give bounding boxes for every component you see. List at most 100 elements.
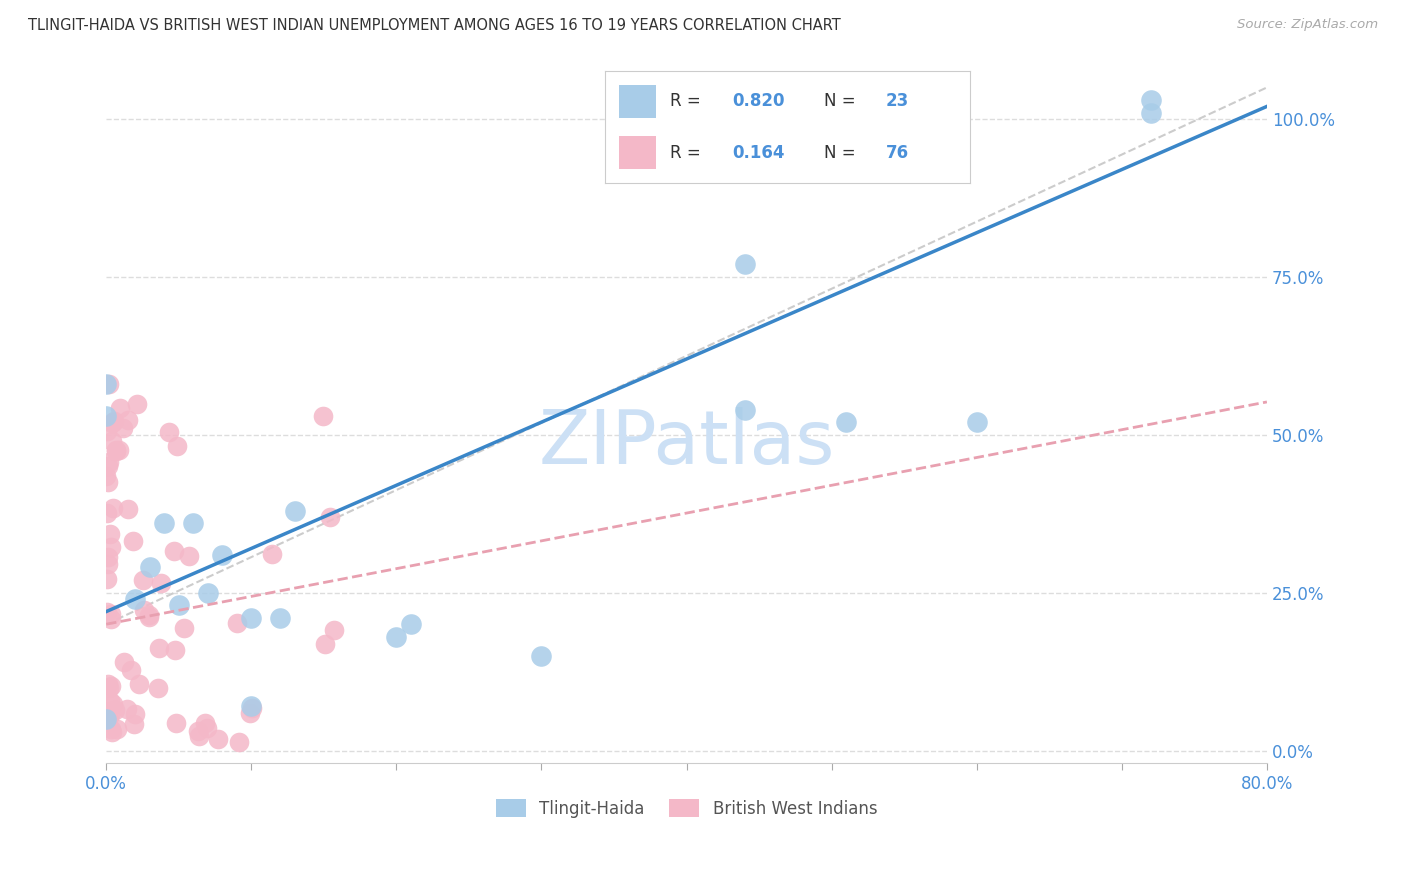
Point (105, 444, 128, 458)
Point (173, 621, 195, 635)
Point (108, 401, 131, 416)
Point (138, 607, 160, 622)
Point (96, 469, 118, 483)
Point (96, 377, 118, 392)
Text: Source: ZipAtlas.com: Source: ZipAtlas.com (1237, 18, 1378, 31)
Point (165, 642, 187, 657)
Point (385, 630, 408, 644)
Point (117, 502, 139, 516)
Point (240, 611, 263, 625)
Point (166, 439, 188, 453)
Text: ZIPatlas: ZIPatlas (538, 407, 835, 480)
Point (138, 609, 160, 624)
Point (240, 700, 263, 714)
Point (97, 712, 120, 726)
Point (122, 717, 145, 731)
Point (97, 458, 120, 473)
Point (104, 703, 127, 717)
Point (100, 607, 122, 622)
Point (228, 735, 250, 749)
Point (181, 516, 204, 531)
Point (97, 709, 120, 723)
Point (105, 722, 128, 736)
Point (96, 677, 118, 691)
Point (188, 729, 211, 743)
Point (314, 636, 336, 650)
Point (197, 585, 219, 599)
Point (139, 560, 162, 574)
Point (167, 599, 190, 613)
Point (835, 415, 858, 429)
Point (226, 615, 249, 630)
Point (115, 702, 138, 716)
Point (284, 503, 307, 517)
Point (96, 409, 118, 423)
Point (312, 409, 335, 423)
Point (207, 732, 229, 747)
Point (1140, 93, 1163, 107)
Point (112, 655, 135, 669)
Point (269, 611, 291, 625)
Point (96, 424, 118, 438)
Point (194, 716, 217, 731)
Text: 0.820: 0.820 (733, 93, 785, 111)
Point (146, 681, 169, 695)
Point (97, 377, 120, 392)
Point (323, 624, 346, 638)
Point (163, 544, 186, 558)
Point (101, 697, 124, 711)
Point (177, 549, 200, 563)
Point (260, 547, 283, 561)
Point (97, 681, 120, 696)
Text: R =: R = (671, 93, 706, 111)
Point (96, 606, 118, 620)
Point (112, 421, 135, 435)
Text: 23: 23 (886, 93, 910, 111)
Point (157, 425, 180, 439)
Point (104, 442, 127, 457)
Point (128, 677, 150, 691)
Point (100, 679, 122, 693)
Text: TLINGIT-HAIDA VS BRITISH WEST INDIAN UNEMPLOYMENT AMONG AGES 16 TO 19 YEARS CORR: TLINGIT-HAIDA VS BRITISH WEST INDIAN UNE… (28, 18, 841, 33)
Point (127, 397, 149, 411)
Point (100, 434, 122, 448)
Point (120, 663, 142, 677)
Point (399, 617, 422, 632)
Point (97, 558, 120, 572)
Point (966, 415, 988, 429)
Point (101, 415, 124, 429)
Text: 76: 76 (886, 144, 910, 161)
Bar (619, 85, 655, 119)
Point (122, 534, 145, 549)
Point (97, 475, 120, 489)
Point (153, 516, 176, 531)
Point (100, 540, 122, 554)
Text: N =: N = (824, 93, 860, 111)
Point (195, 721, 218, 735)
Point (165, 715, 187, 730)
Point (98, 707, 121, 722)
Point (96, 706, 118, 720)
Point (1140, 105, 1163, 120)
Point (734, 402, 756, 417)
Point (187, 723, 209, 738)
Point (103, 414, 125, 428)
Point (530, 648, 553, 663)
Point (100, 722, 122, 736)
Point (124, 591, 146, 606)
Bar (619, 136, 655, 169)
Point (96, 573, 118, 587)
Point (96, 712, 118, 726)
Point (148, 640, 170, 655)
Point (319, 510, 342, 524)
Text: N =: N = (824, 144, 860, 161)
Point (132, 603, 155, 617)
Text: 0.164: 0.164 (733, 144, 785, 161)
Text: R =: R = (671, 144, 706, 161)
Point (240, 699, 263, 714)
Point (101, 725, 124, 739)
Point (108, 442, 131, 457)
Point (101, 416, 124, 430)
Point (98, 526, 121, 541)
Point (98, 693, 121, 707)
